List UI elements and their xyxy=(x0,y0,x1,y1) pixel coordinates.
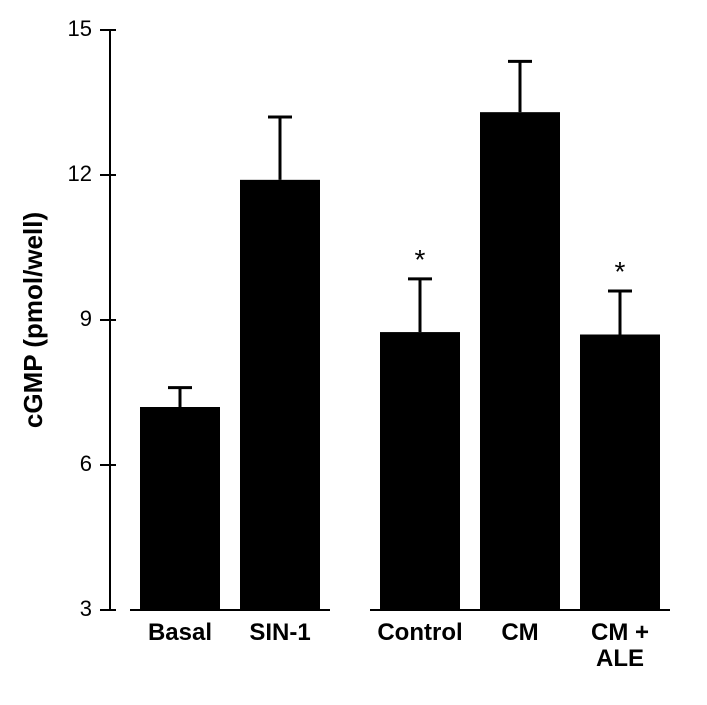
y-tick-label: 6 xyxy=(80,451,92,476)
bar-basal xyxy=(140,407,220,610)
annotation-control: * xyxy=(415,244,426,275)
y-tick-label: 12 xyxy=(68,161,92,186)
bar-cm xyxy=(480,112,560,610)
x-label-cm_ale: CM + xyxy=(591,619,649,646)
x-label-control: Control xyxy=(377,619,462,646)
y-tick-label: 15 xyxy=(68,16,92,41)
cgmp-bar-chart: 3 6 9 12 15 cGMP (pmol/well) Basal SIN-1 * Contro… xyxy=(0,0,707,705)
x-label-cm_ale: ALE xyxy=(596,645,644,672)
y-tick-label: 3 xyxy=(80,596,92,621)
bar-sin1 xyxy=(240,180,320,610)
y-axis-label: cGMP (pmol/well) xyxy=(18,212,48,428)
x-label-cm: CM xyxy=(501,619,538,646)
x-label-basal: Basal xyxy=(148,619,212,646)
y-tick-label: 9 xyxy=(80,306,92,331)
bar-control xyxy=(380,332,460,610)
x-label-sin1: SIN-1 xyxy=(249,619,310,646)
annotation-cm_ale: * xyxy=(615,256,626,287)
bar-cm_ale xyxy=(580,335,660,611)
